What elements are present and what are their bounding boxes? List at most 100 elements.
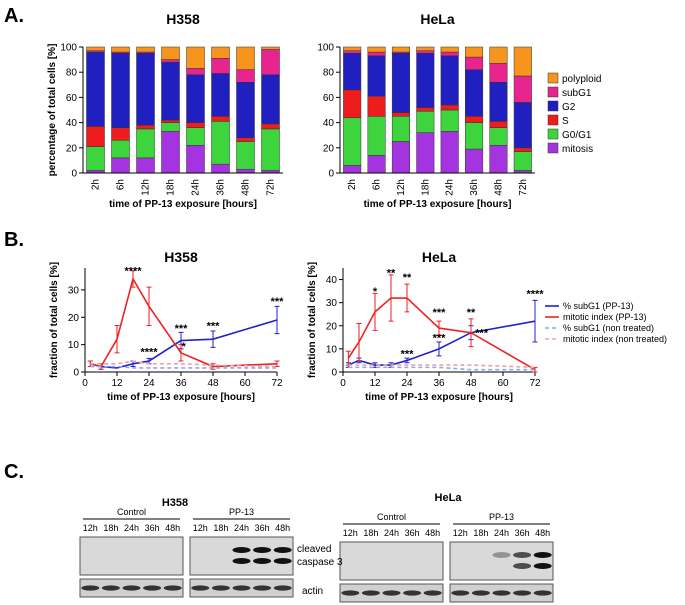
legend-label: G0/G1 <box>562 130 592 141</box>
x-tick-label: 0 <box>82 378 88 389</box>
bar-segment <box>211 58 230 74</box>
bar-segment <box>391 141 410 174</box>
group-label: PP-13 <box>489 512 514 522</box>
x-axis-label: time of PP-13 exposure [hours] <box>364 199 512 210</box>
annotation: **** <box>526 288 544 300</box>
bar-segment <box>161 119 180 123</box>
x-tick-label: 12 <box>369 378 381 389</box>
caspase-band <box>273 558 292 564</box>
bar-segment <box>489 127 508 146</box>
bar-segment <box>465 122 484 150</box>
x-tick-label: 36 <box>175 378 187 389</box>
bar-segment <box>489 46 508 64</box>
actin-band <box>403 590 422 596</box>
bar-segment <box>416 111 435 133</box>
bar-segment <box>111 127 130 141</box>
y-tick-label: 40 <box>326 275 338 286</box>
bar-segment <box>391 53 410 113</box>
caspase-band <box>253 558 272 564</box>
error-bar <box>130 270 136 288</box>
lane-label: 48h <box>275 523 290 533</box>
x-axis-label: time of PP-13 exposure [hours] <box>107 392 255 403</box>
bar-segment <box>86 46 105 52</box>
error-bar <box>404 357 410 364</box>
legend-label: polyploid <box>562 74 601 85</box>
panel-label: B. <box>4 229 24 251</box>
actin-band <box>101 585 120 591</box>
bar-segment <box>236 168 255 174</box>
y-tick-label: 20 <box>66 143 78 154</box>
x-tick-label: 2h <box>91 179 102 190</box>
x-tick-label: 48 <box>207 378 219 389</box>
bar-segment <box>236 69 255 83</box>
bar-segment <box>391 116 410 142</box>
error-bar <box>388 274 394 322</box>
x-tick-label: 72 <box>529 378 541 389</box>
marker-label: caspase 3 <box>297 557 343 568</box>
lane-label: 12h <box>453 528 468 538</box>
bar-segment <box>161 131 180 174</box>
lane-label: 48h <box>535 528 550 538</box>
bar-segment <box>161 122 180 132</box>
lane-label: 24h <box>384 528 399 538</box>
x-tick-label: 48h <box>493 179 504 196</box>
y-tick-label: 0 <box>331 368 337 379</box>
legend-label: subG1 <box>562 88 592 99</box>
bar-segment <box>367 95 386 117</box>
actin-band <box>232 585 251 591</box>
lane-label: 18h <box>363 528 378 538</box>
lane-label: 18h <box>103 523 118 533</box>
legend-swatch <box>547 114 559 126</box>
bar-segment <box>261 46 280 50</box>
annotation: *** <box>175 323 189 335</box>
actin-band <box>341 590 360 596</box>
bar-segment <box>261 128 280 171</box>
group-label: Control <box>117 507 146 517</box>
lane-label: 36h <box>145 523 160 533</box>
actin-band <box>253 585 272 591</box>
bar-segment <box>465 116 484 123</box>
lane-label: 36h <box>255 523 270 533</box>
bar-segment <box>136 46 155 53</box>
actin-band <box>471 590 490 596</box>
bar-segment <box>111 139 130 159</box>
caspase-band <box>232 547 251 553</box>
annotation: *** <box>207 320 221 332</box>
y-tick-label: 0 <box>328 169 334 180</box>
y-tick-label: 20 <box>326 321 338 332</box>
y-tick-label: 80 <box>66 68 78 79</box>
legend-label: % subG1 (PP-13) <box>563 301 634 311</box>
bar-segment <box>489 145 508 174</box>
y-tick-label: 40 <box>66 118 78 129</box>
bar-segment <box>186 74 205 123</box>
error-bar <box>114 324 120 354</box>
bar-segment <box>136 157 155 174</box>
y-tick-label: 10 <box>68 340 80 351</box>
x-tick-label: 60 <box>239 378 251 389</box>
bar-segment <box>236 82 255 138</box>
bar-segment <box>416 107 435 112</box>
bar-segment <box>186 68 205 75</box>
error-bar <box>356 322 362 361</box>
x-tick-label: 2h <box>347 179 358 190</box>
error-bar <box>210 330 216 348</box>
bar-segment <box>513 75 532 103</box>
legend-label: S <box>562 116 569 127</box>
x-tick-label: 60 <box>497 378 509 389</box>
x-tick-label: 24 <box>401 378 413 389</box>
blot-title: H358 <box>162 497 188 509</box>
group-label: PP-13 <box>229 507 254 517</box>
annotation: * <box>373 286 378 298</box>
caspase-band <box>513 563 532 569</box>
actin-band <box>492 590 511 596</box>
error-bar <box>146 286 152 326</box>
chart-title: HeLa <box>422 249 456 265</box>
x-axis-label: time of PP-13 exposure [hours] <box>365 392 513 403</box>
lane-label: 36h <box>405 528 420 538</box>
x-axis-label: time of PP-13 exposure [hours] <box>109 199 257 210</box>
series-line <box>90 360 278 368</box>
caspase-band <box>513 552 532 558</box>
x-tick-label: 48 <box>465 378 477 389</box>
error-bar <box>372 292 378 331</box>
actin-band <box>143 585 162 591</box>
